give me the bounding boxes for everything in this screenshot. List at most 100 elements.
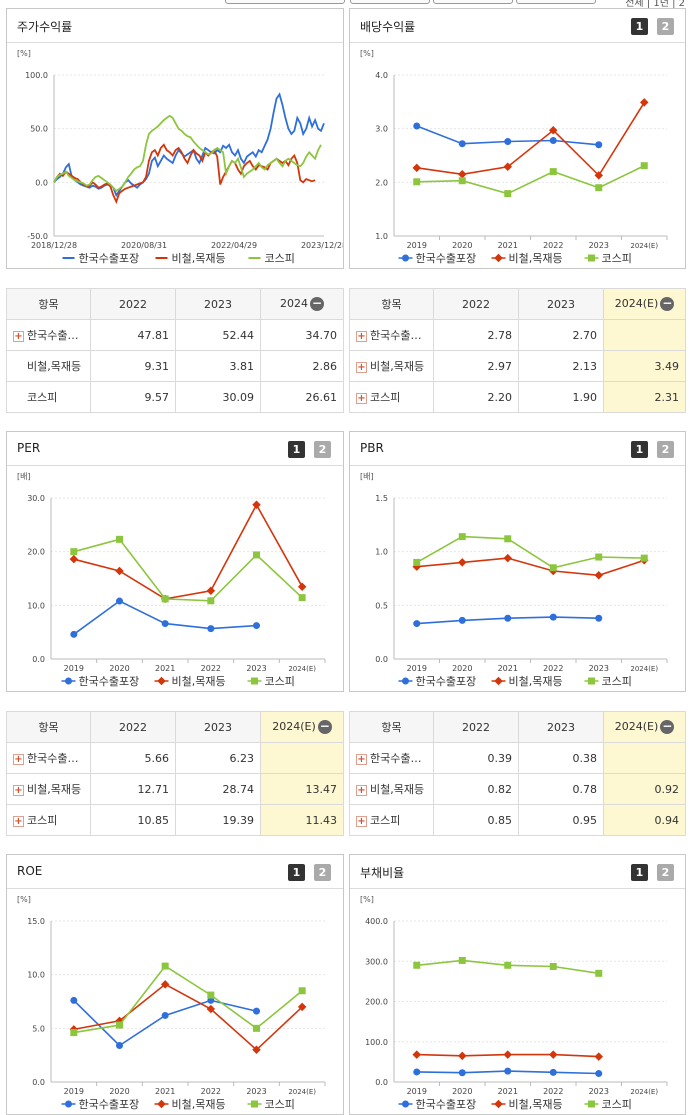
data-point — [70, 548, 78, 556]
table-header-item: 항목 — [6, 288, 91, 320]
expand-icon[interactable]: + — [356, 784, 367, 796]
page-2-button[interactable]: 2 — [657, 18, 674, 35]
expand-icon[interactable]: + — [13, 815, 24, 827]
table-row: + 비철,목재등 12.71 28.74 13.47 — [6, 773, 344, 805]
series-1 — [70, 996, 260, 1050]
data-point — [157, 1099, 166, 1109]
page-1-button[interactable]: 1 — [288, 441, 305, 458]
data-point — [504, 614, 512, 622]
expand-icon[interactable]: + — [13, 330, 24, 342]
series-3 — [70, 535, 306, 605]
x-tick-label: 2024(E) — [288, 665, 316, 673]
debt-ratio-chart: [%] 400.0 300.0 200.0 100.0 0.0 2019 2020 2021 20… — [360, 895, 668, 1111]
data-point — [594, 571, 603, 580]
page-1-button[interactable]: 1 — [631, 441, 648, 458]
page-2-button[interactable]: 2 — [657, 441, 674, 458]
x-tick-label: 2021 — [155, 664, 175, 673]
collapse-icon[interactable]: − — [317, 719, 332, 734]
page-1-button[interactable]: 1 — [631, 864, 648, 881]
y-tick-label: 4.0 — [375, 71, 388, 80]
data-point — [549, 564, 557, 572]
table-cell: 2.20 — [433, 381, 519, 413]
table-cell: 3.49 — [603, 350, 686, 382]
table-cell: 11.43 — [260, 804, 344, 836]
top-button[interactable] — [350, 0, 430, 4]
y-tick-label: -50.0 — [27, 232, 48, 241]
x-tick-label: 2021 — [498, 1087, 518, 1096]
data-point — [549, 136, 557, 144]
data-point — [458, 177, 466, 185]
table-cell: 0.38 — [518, 742, 604, 774]
collapse-icon[interactable]: − — [660, 719, 675, 734]
table-header-year: 2022 — [433, 711, 519, 743]
data-point — [116, 597, 123, 605]
data-point — [413, 122, 421, 130]
table-row: + 코스피 2.20 1.90 2.31 — [349, 381, 686, 413]
expand-icon[interactable]: + — [356, 330, 367, 342]
series-1 — [70, 597, 260, 638]
expand-icon[interactable]: + — [356, 815, 367, 827]
series-line — [73, 999, 257, 1047]
data-point — [594, 1052, 603, 1061]
top-button[interactable] — [433, 0, 513, 4]
row-name: 코스피 — [370, 391, 401, 404]
data-point — [504, 190, 512, 198]
page-2-button[interactable]: 2 — [314, 441, 331, 458]
data-point — [413, 620, 421, 628]
panel-title: 부채비율 — [360, 866, 405, 880]
row-label: 코스피 — [6, 381, 91, 413]
legend-label: 비철,목재등 — [172, 1098, 226, 1111]
data-point — [402, 1100, 409, 1108]
expand-icon[interactable]: + — [13, 784, 24, 796]
x-tick-label: 2023 — [246, 664, 266, 673]
data-point — [549, 962, 557, 970]
page-2-button[interactable]: 2 — [314, 864, 331, 881]
pbr-chart: [배] 1.5 1.0 0.5 0.0 2019 2020 2021 2022 2023 2024(… — [360, 472, 668, 688]
data-point — [549, 613, 557, 621]
expand-icon[interactable]: + — [356, 392, 367, 404]
data-point — [494, 1099, 503, 1109]
y-tick-label: 0.0 — [375, 1078, 388, 1087]
data-point — [116, 1042, 123, 1050]
data-point — [65, 677, 72, 685]
data-point — [458, 1069, 466, 1077]
expand-icon[interactable]: + — [356, 753, 367, 765]
data-point — [207, 996, 215, 1004]
x-tick-label: 2023 — [589, 241, 609, 250]
data-point — [157, 676, 166, 686]
data-point — [494, 676, 503, 686]
legend-label: 비철,목재등 — [509, 252, 563, 265]
panel-title: PER — [17, 441, 41, 455]
series-line — [416, 164, 645, 195]
data-point — [252, 500, 261, 510]
y-tick-label: 20.0 — [27, 548, 45, 557]
legend-label: 비철,목재등 — [509, 675, 563, 688]
table-header-year: 2022 — [90, 288, 176, 320]
y-tick-label: 50.0 — [30, 125, 48, 134]
expand-icon[interactable]: + — [356, 361, 367, 373]
table-header-year: 2024− — [260, 288, 344, 320]
dividend-yield-table: 항목 2022 2023 2024(E) − + 한국수출… 2.78 2.70 + 비철,목재등 2… — [349, 288, 686, 413]
panel-title: 배당수익률 — [360, 20, 416, 34]
series-line — [73, 503, 303, 600]
roe-chart: [%] 15.0 10.0 5.0 0.0 2019 2020 2021 2022 2023 202… — [17, 895, 326, 1111]
table-header-year: 2024(E) − — [260, 711, 344, 743]
table-header-item: 항목 — [6, 711, 91, 743]
page-1-button[interactable]: 1 — [631, 18, 648, 35]
x-tick-label: 2018/12/28 — [31, 241, 77, 250]
collapse-icon[interactable]: − — [660, 296, 675, 311]
data-point — [207, 597, 215, 605]
series-line — [73, 600, 257, 635]
collapse-icon[interactable]: − — [310, 296, 324, 311]
y-unit-label: [%] — [17, 49, 31, 58]
row-label: 비철,목재등 — [6, 350, 91, 382]
table-cell: 13.47 — [260, 773, 344, 805]
top-button[interactable] — [516, 0, 596, 4]
y-unit-label: [%] — [17, 895, 31, 904]
top-button[interactable] — [225, 0, 345, 4]
page-2-button[interactable]: 2 — [657, 864, 674, 881]
page-1-button[interactable]: 1 — [288, 864, 305, 881]
expand-icon[interactable]: + — [13, 753, 24, 765]
data-point — [70, 1029, 78, 1037]
panel-debt-ratio: 부채비율 1 2 [%] 400.0 300.0 200.0 100.0 0.0 2019 2… — [349, 854, 686, 1115]
